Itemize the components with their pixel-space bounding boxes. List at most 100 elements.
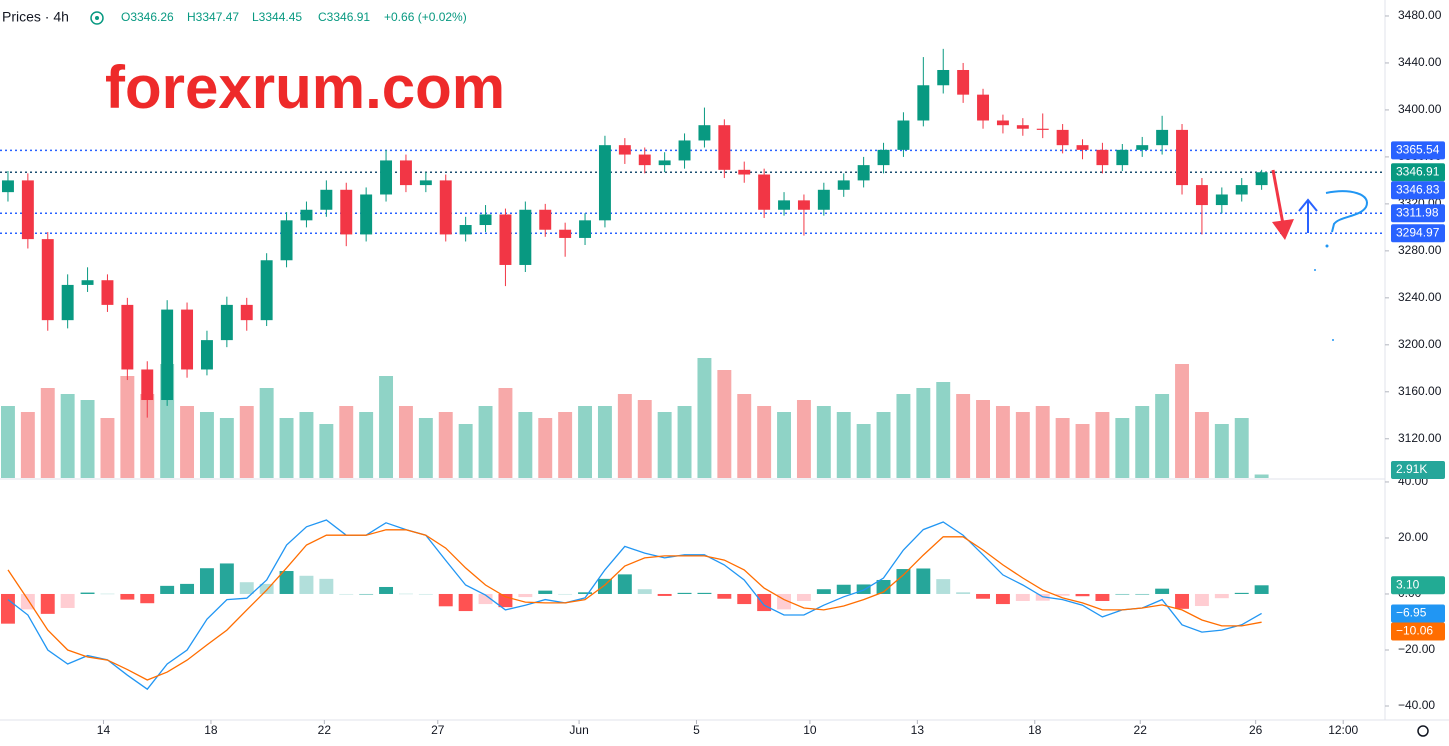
candle-body	[220, 304, 233, 341]
candle-body	[778, 200, 791, 210]
volume-bar	[140, 394, 155, 478]
candle-body	[539, 209, 552, 230]
x-tick-label: 10	[803, 723, 817, 737]
volume-bar	[0, 406, 15, 478]
volume-bar	[1015, 412, 1030, 478]
y-tick-label: 3440.00	[1398, 55, 1442, 69]
ohlc-legend: +0.66 (+0.02%)	[384, 10, 467, 24]
candle-body	[738, 169, 751, 175]
candle-body	[1036, 128, 1049, 130]
candle-body	[101, 280, 114, 305]
macd-histogram-bar	[1194, 593, 1209, 607]
candle-body	[1016, 125, 1029, 129]
candle-body	[499, 214, 512, 265]
macd-histogram-bar	[60, 593, 75, 608]
macd-histogram-bar	[219, 563, 234, 594]
settings-icon[interactable]	[1417, 725, 1429, 737]
macd-histogram-bar	[976, 593, 990, 599]
macd-histogram-bar	[956, 592, 971, 594]
volume-bar	[1135, 406, 1150, 478]
price-label: 3311.98	[1396, 205, 1439, 219]
y-tick-label: 3400.00	[1398, 102, 1442, 116]
volume-bar	[657, 412, 672, 478]
macd-histogram-bar	[1214, 593, 1229, 599]
volume-bar	[199, 412, 214, 478]
macd-histogram-bar	[637, 589, 652, 594]
volume-bar	[279, 418, 294, 478]
ohlc-legend: O3346.26	[121, 10, 174, 24]
macd-histogram-bar	[1155, 588, 1170, 594]
red-arrow-shaft	[1271, 169, 1285, 225]
candle-body	[897, 120, 910, 150]
ohlc-legend: L3344.45	[252, 10, 302, 24]
macd-macd-line	[7, 519, 1262, 691]
candle-body	[1116, 149, 1129, 166]
dot	[1332, 339, 1334, 341]
volume-bar	[1254, 474, 1269, 478]
volume-bar	[100, 418, 115, 478]
volume-bar	[538, 418, 553, 478]
macd-histogram-bar	[1234, 592, 1249, 594]
candle-body	[280, 220, 293, 261]
volume-bar	[836, 412, 851, 478]
volume-bar	[816, 406, 831, 478]
macd-label-box	[1391, 576, 1445, 595]
macd-histogram-bar	[160, 585, 175, 594]
macd-y-tick-label: 20.00	[1398, 530, 1428, 544]
macd-histogram-bar	[677, 592, 692, 594]
macd-histogram-bar	[239, 582, 254, 594]
y-tick-label: 3480.00	[1398, 8, 1442, 22]
volume-bar	[40, 388, 55, 478]
macd-histogram-bar	[1055, 593, 1070, 596]
volume-bar	[637, 400, 652, 478]
volume-bar	[80, 400, 95, 478]
volume-bar	[1175, 364, 1189, 478]
y-tick-label: 3240.00	[1398, 290, 1442, 304]
price-layer	[0, 48, 1385, 691]
macd-histogram-bar	[478, 593, 493, 605]
candle-body	[141, 369, 154, 401]
volume-layer	[0, 358, 1269, 478]
volume-bar	[856, 424, 871, 478]
candle-body	[21, 180, 34, 240]
volume-bar	[558, 412, 573, 478]
macd-y-tick-label: −20.00	[1398, 642, 1435, 656]
candle-body	[61, 284, 74, 321]
volume-bar	[1234, 418, 1249, 478]
volume-bar	[976, 400, 990, 478]
volume-bar	[398, 406, 413, 478]
macd-histogram-bar	[617, 574, 632, 594]
macd-histogram-bar	[359, 593, 374, 595]
volume-bar	[876, 412, 891, 478]
volume-bar	[1155, 394, 1170, 478]
candle-body	[181, 309, 194, 370]
macd-histogram-bar	[578, 592, 593, 594]
candle-body	[360, 194, 373, 235]
volume-bar	[418, 418, 433, 478]
candle-body	[857, 165, 870, 181]
candle-body	[1, 180, 14, 193]
axis-layer: O3346.26 H3347.47 L3344.45 C3346.91 +0.66 (+…	[97, 8, 1445, 737]
visibility-icon[interactable]	[90, 11, 104, 25]
visibility-dot	[95, 16, 99, 20]
candle-body	[797, 200, 810, 210]
volume-bar	[896, 394, 911, 478]
candle-body	[1235, 185, 1248, 195]
candle-body	[1255, 172, 1268, 186]
candle-body	[877, 149, 890, 166]
volume-bar	[777, 412, 792, 478]
volume-bar	[1194, 412, 1209, 478]
candle-body	[320, 189, 333, 210]
volume-bar	[359, 412, 374, 478]
volume-bar	[60, 394, 75, 478]
volume-bar	[299, 412, 314, 478]
volume-bar	[995, 406, 1010, 478]
macd-histogram-bar	[199, 568, 214, 594]
dot	[1314, 269, 1316, 271]
macd-signal-line	[7, 529, 1262, 681]
volume-bar	[458, 424, 473, 478]
price-label-box	[1391, 181, 1445, 200]
x-tick-label: 14	[97, 723, 111, 737]
candle-body	[1096, 149, 1109, 166]
candle-body	[658, 160, 671, 166]
